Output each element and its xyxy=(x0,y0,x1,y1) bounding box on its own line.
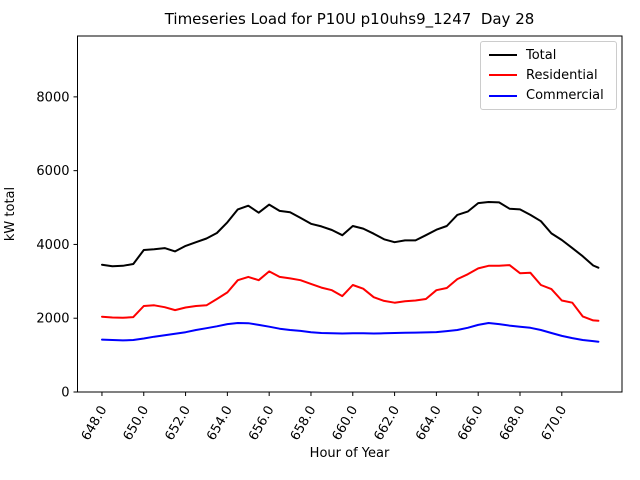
y-axis-label: kW total xyxy=(3,186,18,242)
x-tick-label: 660.0 xyxy=(330,404,362,444)
y-axis: 0 2000 4000 6000 8000 xyxy=(36,90,78,401)
x-tick-label: 656.0 xyxy=(246,404,278,444)
chart-title: Timeseries Load for P10U p10uhs9_1247 Da… xyxy=(164,10,535,28)
legend: Total Residential Commercial xyxy=(480,41,617,110)
legend-line-residential-icon xyxy=(489,74,517,77)
x-tick-label: 650.0 xyxy=(121,404,153,444)
x-tick-label: 664.0 xyxy=(413,404,445,444)
x-axis: 648.0 650.0 652.0 654.0 656.0 658.0 660.0 662.0… xyxy=(79,392,570,443)
x-tick-label: 648.0 xyxy=(79,404,111,444)
y-tick-label: 0 xyxy=(61,386,69,401)
x-tick-label: 670.0 xyxy=(539,404,571,444)
y-tick-label: 2000 xyxy=(36,312,69,327)
legend-item-total: Total xyxy=(489,48,608,63)
legend-label-total: Total xyxy=(526,47,557,63)
legend-line-total-icon xyxy=(489,54,517,57)
y-tick-label: 8000 xyxy=(36,90,69,105)
x-tick-label: 662.0 xyxy=(371,404,403,444)
x-tick-label: 668.0 xyxy=(497,404,529,444)
legend-item-residential: Residential xyxy=(489,68,608,83)
y-tick-label: 4000 xyxy=(36,238,69,253)
series-line-commercial xyxy=(101,322,600,343)
x-tick-label: 658.0 xyxy=(288,404,320,444)
x-tick-label: 654.0 xyxy=(204,404,236,444)
series-line-residential xyxy=(101,264,600,322)
axes-frame xyxy=(77,35,623,393)
x-axis-label: Hour of Year xyxy=(309,446,390,461)
series-line-total xyxy=(101,201,600,269)
legend-label-residential: Residential xyxy=(526,67,598,83)
series-lines xyxy=(101,201,600,343)
legend-line-commercial-icon xyxy=(489,94,517,97)
x-tick-label: 666.0 xyxy=(455,404,487,444)
x-tick-label: 652.0 xyxy=(162,404,194,444)
legend-item-commercial: Commercial xyxy=(489,88,608,103)
y-tick-label: 6000 xyxy=(36,164,69,179)
legend-label-commercial: Commercial xyxy=(526,88,604,104)
